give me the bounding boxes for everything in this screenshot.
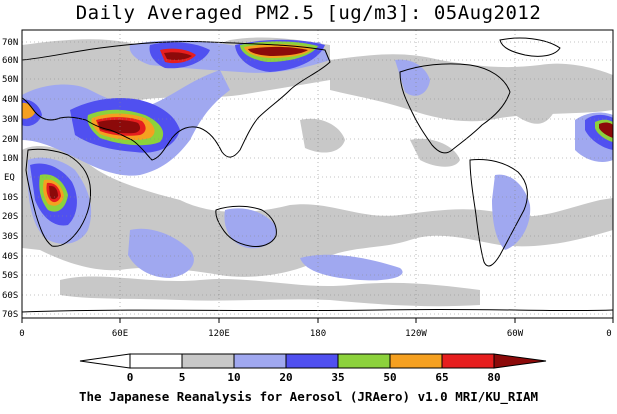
colorbar-segment-8 (493, 353, 547, 369)
colorbar-labels: 0 5 10 20 35 50 65 80 (127, 371, 501, 384)
lat-label: 40S (2, 252, 18, 262)
lat-label: 50S (2, 271, 18, 281)
lon-labels: 0 60E 120E 180 120W 60W 0 (19, 329, 611, 339)
colorbar-segment-7 (441, 353, 495, 369)
colorbar-label: 50 (383, 371, 396, 384)
colorbar-segment-6 (389, 353, 443, 369)
colorbar-label: 10 (227, 371, 240, 384)
colorbar-segment-4 (285, 353, 339, 369)
lat-label: EQ (4, 173, 15, 183)
lat-label: 20N (2, 135, 18, 145)
graticule (22, 30, 613, 318)
lat-label: 10N (2, 154, 18, 164)
lat-label: 30N (2, 115, 18, 125)
lon-label: 120E (208, 329, 230, 339)
axis-ticks (21, 318, 614, 323)
colorbar-label: 5 (179, 371, 186, 384)
field-level-darkred (49, 46, 613, 200)
lon-label: 60W (507, 329, 524, 339)
lon-label: 0 (19, 329, 24, 339)
lat-label: 10S (2, 193, 18, 203)
colorbar-segment-0 (79, 353, 131, 369)
lat-label: 70N (2, 38, 18, 48)
lon-label: 60E (112, 329, 128, 339)
colorbar-label: 80 (487, 371, 500, 384)
lon-label: 180 (310, 329, 326, 339)
colorbar-segment-2 (181, 353, 235, 369)
pm25-field (22, 30, 613, 318)
lat-label: 60N (2, 56, 18, 66)
colorbar-segment-5 (337, 353, 391, 369)
lat-label: 40N (2, 95, 18, 105)
colorbar-label: 20 (279, 371, 292, 384)
colorbar-label: 0 (127, 371, 134, 384)
lon-label: 0 (606, 329, 611, 339)
map-title: Daily Averaged PM2.5 [ug/m3]: 05Aug2012 (75, 2, 542, 24)
colorbar-label: 35 (331, 371, 344, 384)
lat-labels: 70N 60N 50N 40N 30N 20N 10N EQ 10S 20S 3… (2, 38, 18, 320)
lat-label: 60S (2, 291, 18, 301)
lat-label: 20S (2, 212, 18, 222)
lat-label: 70S (2, 310, 18, 320)
lat-label: 30S (2, 232, 18, 242)
colorbar-segment-3 (233, 353, 287, 369)
colorbar-label: 65 (435, 371, 448, 384)
footer-credit: The Japanese Reanalysis for Aerosol (JRA… (78, 389, 539, 404)
lon-label: 120W (405, 329, 427, 339)
colorbar-segment-1 (129, 353, 183, 369)
lat-label: 50N (2, 75, 18, 85)
colorbar (79, 353, 547, 369)
